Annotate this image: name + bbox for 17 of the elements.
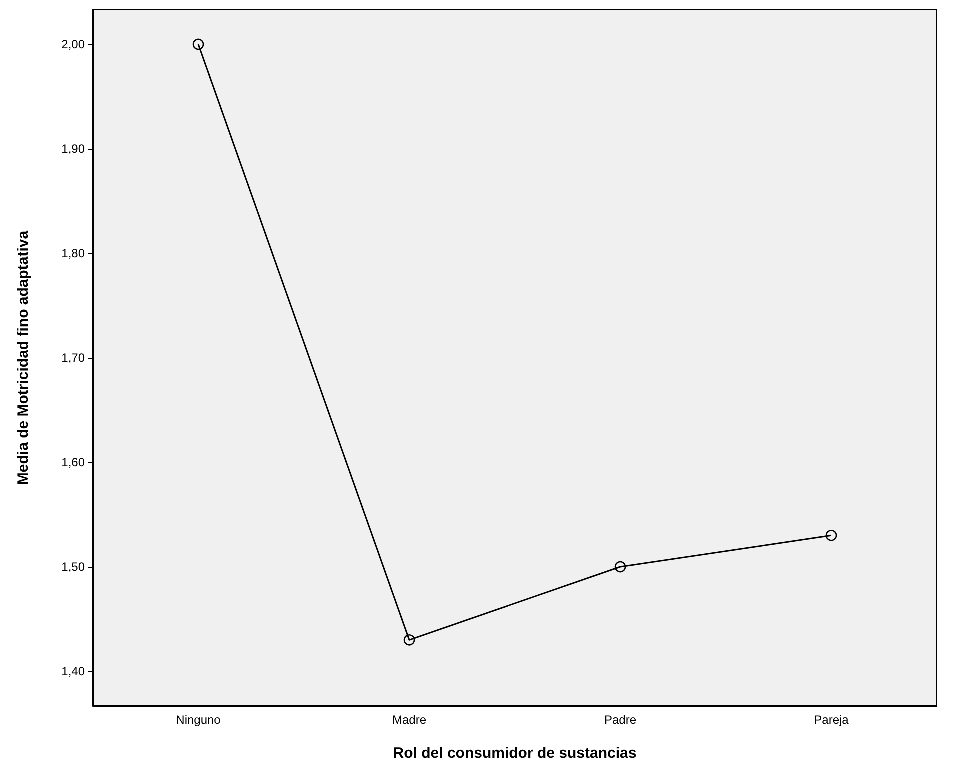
point (826, 530, 838, 542)
point (404, 634, 416, 646)
y-tick-label: 1,40 (62, 664, 86, 679)
x-tick-label: Pareja (814, 713, 850, 727)
y-tick-label: 1,50 (62, 560, 86, 574)
y-tick-label: 1,60 (62, 456, 86, 470)
y-tick-label: 1,80 (62, 246, 86, 260)
y-tick-label: 1,90 (62, 142, 86, 156)
point (614, 561, 626, 573)
point (192, 38, 204, 50)
y-axis-title: Media de Motricidad fino adaptativa (15, 230, 32, 486)
x-axis-title: Rol del consumidor de sustancias (393, 745, 637, 762)
x-tick-label: Madre (392, 713, 427, 727)
y-tick-label: 2,00 (62, 37, 86, 52)
y-tick-label: 1,70 (62, 351, 86, 365)
x-tick-label: Padre (604, 713, 637, 727)
x-tick-label: Ninguno (176, 713, 222, 727)
